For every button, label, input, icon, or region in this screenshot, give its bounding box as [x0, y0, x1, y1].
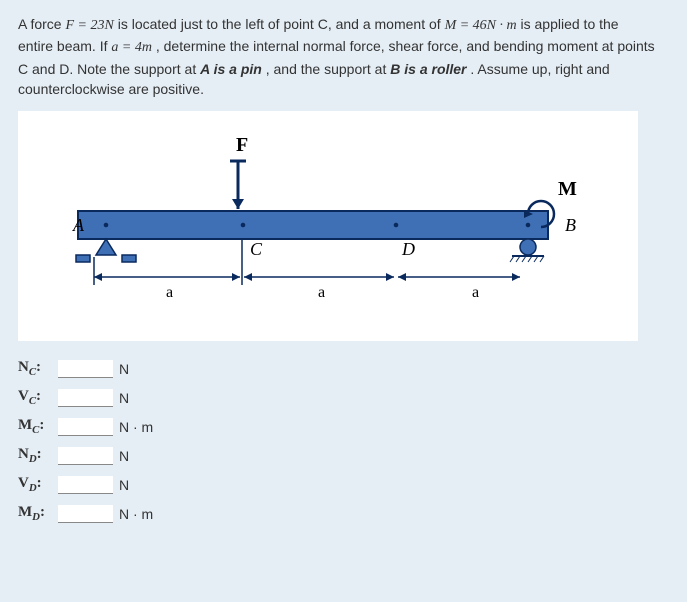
t: , and the support at: [266, 61, 391, 77]
svg-text:C: C: [250, 239, 263, 259]
answer-row: MC: N · m: [18, 417, 669, 436]
answer-row: NC: N: [18, 359, 669, 378]
a-expr: a = 4m: [111, 40, 152, 55]
svg-text:F: F: [236, 134, 248, 156]
answer-row: MD: N · m: [18, 504, 669, 523]
t: is located just to the left of point C, …: [118, 16, 445, 32]
answer-unit: N · m: [119, 506, 153, 522]
answer-unit: N: [119, 390, 129, 406]
B-bold: B is a roller: [390, 61, 466, 77]
answer-label: MD:: [18, 504, 58, 523]
A-bold: A is a pin: [200, 61, 262, 77]
answer-label: VD:: [18, 475, 58, 494]
answer-input-MC[interactable]: [58, 418, 113, 436]
svg-text:D: D: [401, 239, 415, 259]
answer-label: MC:: [18, 417, 58, 436]
svg-text:a: a: [472, 284, 479, 301]
answer-input-MD[interactable]: [58, 505, 113, 523]
answers-block: NC: N VC: N MC: N · m ND: N VD: N MD: N · m: [18, 359, 669, 523]
answer-unit: N: [119, 361, 129, 377]
answer-row: ND: N: [18, 446, 669, 465]
answer-unit: N · m: [119, 419, 153, 435]
t: is applied to the: [521, 16, 619, 32]
svg-text:a: a: [166, 284, 173, 301]
t: , determine the internal normal force, s…: [156, 38, 655, 54]
t: . Assume up, right and: [470, 61, 609, 77]
t: A force: [18, 16, 65, 32]
t: C and D. Note the support at: [18, 61, 200, 77]
svg-text:a: a: [318, 284, 325, 301]
answer-unit: N: [119, 448, 129, 464]
answer-label: ND:: [18, 446, 58, 465]
t: entire beam. If: [18, 38, 111, 54]
beam-diagram: F M A C D Ba a a: [18, 111, 638, 341]
svg-text:A: A: [72, 215, 85, 235]
t: counterclockwise are positive.: [18, 81, 204, 97]
answer-input-NC[interactable]: [58, 360, 113, 378]
svg-text:B: B: [565, 215, 576, 235]
svg-text:M: M: [558, 178, 577, 200]
answer-row: VC: N: [18, 388, 669, 407]
answer-row: VD: N: [18, 475, 669, 494]
answer-input-VD[interactable]: [58, 476, 113, 494]
answer-input-VC[interactable]: [58, 389, 113, 407]
answer-label: NC:: [18, 359, 58, 378]
M-expr: M = 46N · m: [445, 18, 517, 33]
problem-statement: A force F = 23N is located just to the l…: [18, 14, 669, 99]
F-expr: F = 23N: [65, 18, 113, 33]
answer-unit: N: [119, 477, 129, 493]
answer-input-ND[interactable]: [58, 447, 113, 465]
answer-label: VC:: [18, 388, 58, 407]
